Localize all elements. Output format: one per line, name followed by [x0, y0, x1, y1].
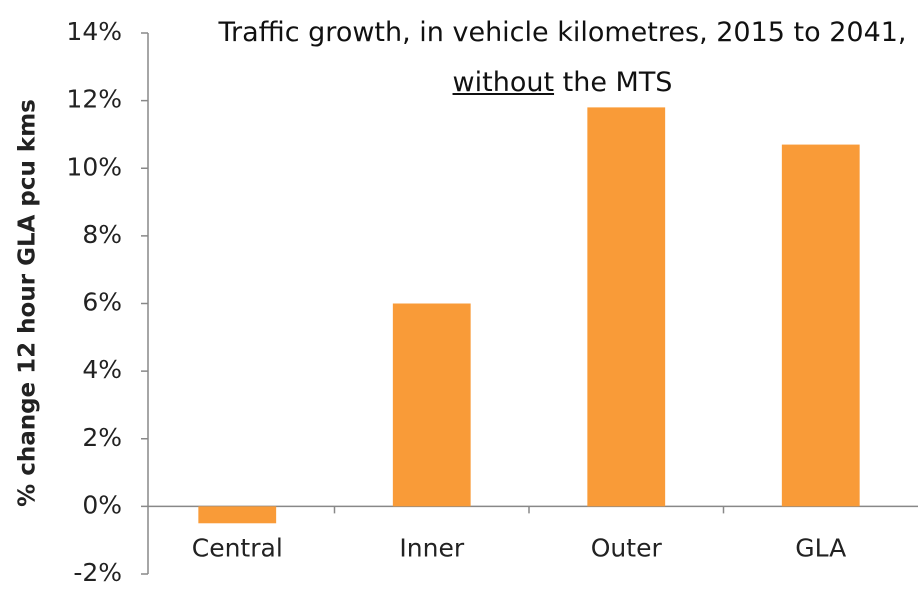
bar: [198, 506, 277, 524]
bar: [392, 303, 471, 507]
x-tick-label: Outer: [591, 533, 663, 562]
bar: [587, 107, 666, 507]
y-tick-label: 14%: [66, 17, 122, 46]
bar: [781, 144, 860, 507]
y-tick-label: 10%: [66, 152, 122, 181]
y-tick-label: 4%: [82, 355, 122, 384]
x-tick-label: Inner: [399, 533, 464, 562]
y-tick-label: 0%: [82, 490, 122, 519]
y-tick-label: -2%: [73, 558, 122, 587]
y-tick-label: 12%: [66, 85, 122, 114]
y-tick-label: 6%: [82, 288, 122, 317]
x-tick-label: Central: [192, 533, 283, 562]
y-tick-label: 8%: [82, 220, 122, 249]
title-part: the MTS: [554, 67, 673, 98]
y-axis-label: % change 12 hour GLA pcu kms: [15, 99, 41, 507]
y-tick-label: 2%: [82, 423, 122, 452]
title-part: Traffic growth, in vehicle kilometres, 2…: [218, 17, 907, 48]
x-tick-label: GLA: [795, 533, 846, 562]
chart-title: Traffic growth, in vehicle kilometres, 2…: [205, 8, 920, 108]
title-part: without: [452, 67, 555, 98]
